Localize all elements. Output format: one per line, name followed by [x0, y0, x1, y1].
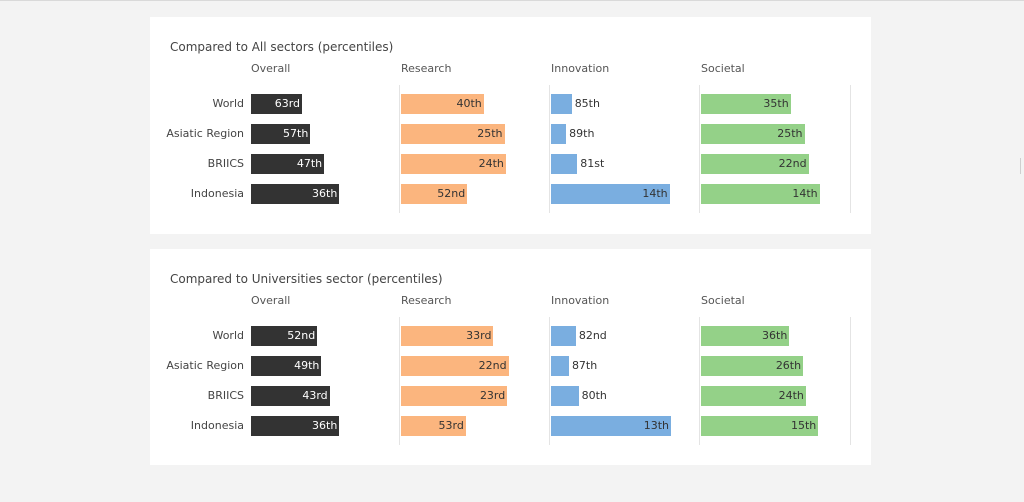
bar-overall: [251, 356, 322, 376]
bar-innovation: [551, 386, 579, 406]
bar-societal: [701, 386, 806, 406]
bar-value-label: 36th: [312, 187, 338, 200]
row-label: Indonesia: [190, 187, 244, 200]
column-header-societal: Societal: [701, 62, 745, 75]
bar-value-label: 24th: [478, 157, 504, 170]
bar-research: [401, 386, 508, 406]
bar-value-label: 81st: [580, 157, 605, 170]
row-label: BRIICS: [207, 389, 244, 402]
bar-innovation: [551, 184, 670, 204]
bar-research: [401, 184, 468, 204]
bar-value-label: 24th: [778, 389, 804, 402]
bar-value-label: 33rd: [466, 329, 492, 342]
bar-value-label: 40th: [456, 97, 482, 110]
bar-overall: [251, 326, 318, 346]
bar-overall: [251, 94, 303, 114]
column-header-research: Research: [401, 62, 452, 75]
column-divider: [699, 85, 700, 213]
bar-value-label: 87th: [571, 359, 598, 372]
panel-all-sectors: Compared to All sectors (percentiles) Wo…: [150, 17, 871, 234]
column-header-innovation: Innovation: [551, 62, 610, 75]
bar-innovation: [551, 326, 576, 346]
bar-value-label: 25th: [777, 127, 803, 140]
row-label: Asiatic Region: [166, 359, 244, 372]
bar-value-label: 52nd: [437, 187, 466, 200]
bar-societal: [701, 184, 820, 204]
top-border: [0, 0, 1024, 1]
bar-value-label: 36th: [312, 419, 338, 432]
bar-value-label: 23rd: [479, 389, 506, 402]
column-divider: [699, 317, 700, 445]
bar-value-label: 15th: [791, 419, 817, 432]
column-header-societal: Societal: [701, 294, 745, 307]
bar-value-label: 85th: [574, 97, 600, 110]
bar-overall: [251, 154, 325, 174]
bar-research: [401, 94, 484, 114]
row-label: Indonesia: [190, 419, 244, 432]
bar-innovation: [551, 124, 567, 144]
bar-value-label: 52nd: [287, 329, 316, 342]
panel-title: Compared to All sectors (percentiles): [170, 40, 394, 54]
bar-innovation: [551, 154, 578, 174]
bar-societal: [701, 326, 790, 346]
bar-value-label: 14th: [792, 187, 818, 200]
bar-value-label: 89th: [569, 127, 595, 140]
bar-research: [401, 326, 494, 346]
bar-overall: [251, 416, 340, 436]
bar-value-label: 13th: [643, 419, 670, 432]
bar-societal: [701, 94, 791, 114]
bar-innovation: [551, 356, 569, 376]
bar-overall: [251, 124, 311, 144]
column-divider: [850, 85, 851, 213]
bar-value-label: 53rd: [438, 419, 464, 432]
column-header-research: Research: [401, 294, 452, 307]
bar-value-label: 36th: [762, 329, 788, 342]
bar-value-label: 80th: [581, 389, 607, 402]
bar-societal: [701, 124, 805, 144]
bar-value-label: 26th: [775, 359, 802, 372]
column-divider: [549, 85, 550, 213]
bar-value-label: 43rd: [302, 389, 328, 402]
bar-research: [401, 124, 505, 144]
column-divider: [850, 317, 851, 445]
bar-societal: [701, 416, 819, 436]
panel-title: Compared to Universities sector (percent…: [170, 272, 443, 286]
bar-research: [401, 416, 466, 436]
bar-research: [401, 154, 506, 174]
column-divider: [549, 317, 550, 445]
bar-research: [401, 356, 509, 376]
bar-overall: [251, 386, 330, 406]
column-divider: [399, 85, 400, 213]
column-header-innovation: Innovation: [551, 294, 610, 307]
row-label: BRIICS: [207, 157, 244, 170]
bar-value-label: 22nd: [478, 359, 507, 372]
bar-innovation: [551, 416, 672, 436]
bar-value-label: 49th: [294, 359, 320, 372]
scroll-edge: [1020, 158, 1021, 174]
bar-value-label: 14th: [642, 187, 668, 200]
column-header-overall: Overall: [251, 294, 291, 307]
bar-societal: [701, 356, 804, 376]
bar-value-label: 63rd: [274, 97, 301, 110]
bar-value-label: 82nd: [578, 329, 607, 342]
bar-overall: [251, 184, 340, 204]
row-label: Asiatic Region: [166, 127, 244, 140]
row-label: World: [212, 329, 244, 342]
bar-value-label: 25th: [477, 127, 503, 140]
bar-value-label: 57th: [283, 127, 309, 140]
bar-societal: [701, 154, 809, 174]
row-label: World: [212, 97, 244, 110]
bar-value-label: 47th: [296, 157, 323, 170]
column-divider: [399, 317, 400, 445]
bar-innovation: [551, 94, 572, 114]
bar-value-label: 35th: [763, 97, 789, 110]
bar-value-label: 22nd: [778, 157, 807, 170]
column-header-overall: Overall: [251, 62, 291, 75]
panel-universities-sector: Compared to Universities sector (percent…: [150, 249, 871, 465]
